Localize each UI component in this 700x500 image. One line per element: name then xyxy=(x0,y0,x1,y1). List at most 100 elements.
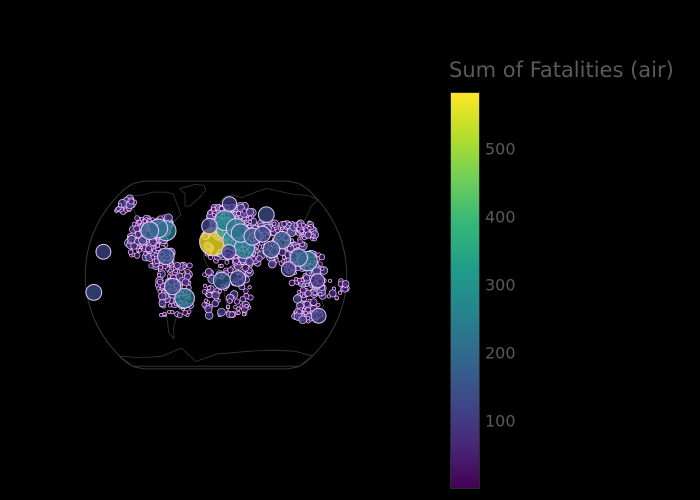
fatality-marker-small[interactable] xyxy=(233,298,241,305)
fatality-marker-small[interactable] xyxy=(312,290,318,296)
fatality-marker[interactable] xyxy=(157,247,175,266)
fatality-marker-small[interactable] xyxy=(288,279,296,287)
fatality-marker-small[interactable] xyxy=(294,277,299,282)
fatality-marker-small[interactable] xyxy=(211,212,217,218)
fatality-marker-small[interactable] xyxy=(306,319,311,324)
fatality-marker[interactable] xyxy=(310,273,326,289)
fatality-marker-small[interactable] xyxy=(185,268,191,275)
fatality-marker-small[interactable] xyxy=(173,268,178,274)
fatality-marker-small[interactable] xyxy=(128,198,135,205)
fatality-marker[interactable] xyxy=(85,284,103,301)
fatality-marker-small[interactable] xyxy=(158,292,167,301)
fatality-marker-small[interactable] xyxy=(168,303,173,308)
fatality-marker-small[interactable] xyxy=(303,300,311,308)
fatality-marker[interactable] xyxy=(201,217,218,235)
fatality-marker-small[interactable] xyxy=(158,265,163,270)
fatality-marker-small[interactable] xyxy=(274,258,279,263)
fatality-marker[interactable] xyxy=(280,261,297,278)
fatality-marker-small[interactable] xyxy=(281,259,286,264)
fatality-marker-small[interactable] xyxy=(118,203,123,208)
fatality-marker-small[interactable] xyxy=(241,208,247,214)
fatality-marker-small[interactable] xyxy=(137,248,143,253)
fatality-marker[interactable] xyxy=(164,278,182,296)
fatality-marker-small[interactable] xyxy=(173,261,181,269)
fatality-marker-small[interactable] xyxy=(304,289,312,297)
fatality-marker-small[interactable] xyxy=(316,302,321,307)
fatality-marker[interactable] xyxy=(262,240,281,259)
fatality-marker-small[interactable] xyxy=(201,302,207,308)
fatality-marker-small[interactable] xyxy=(297,238,303,245)
fatality-marker-small[interactable] xyxy=(281,221,288,227)
fatality-marker[interactable] xyxy=(257,206,275,224)
fatality-marker-small[interactable] xyxy=(236,306,241,311)
fatality-marker-small[interactable] xyxy=(143,251,148,256)
fatality-marker-small[interactable] xyxy=(182,310,188,316)
fatality-marker-small[interactable] xyxy=(304,231,312,239)
fatality-marker-small[interactable] xyxy=(157,272,162,278)
fatality-marker-small[interactable] xyxy=(156,286,161,291)
fatality-marker-small[interactable] xyxy=(256,255,263,262)
fatality-marker-small[interactable] xyxy=(133,225,141,233)
fatality-marker-small[interactable] xyxy=(228,311,235,318)
fatality-marker-small[interactable] xyxy=(247,219,253,224)
fatality-marker-small[interactable] xyxy=(207,210,213,215)
fatality-marker-small[interactable] xyxy=(309,298,318,306)
fatality-marker-small[interactable] xyxy=(295,243,300,248)
fatality-marker-small[interactable] xyxy=(281,255,286,260)
fatality-marker-small[interactable] xyxy=(341,280,350,288)
fatality-marker-small[interactable] xyxy=(327,278,333,283)
fatality-marker[interactable] xyxy=(95,243,112,260)
fatality-marker-small[interactable] xyxy=(131,221,137,227)
fatality-marker-small[interactable] xyxy=(236,211,242,216)
fatality-marker-small[interactable] xyxy=(298,315,308,325)
fatality-marker-small[interactable] xyxy=(168,268,173,273)
fatality-marker-small[interactable] xyxy=(176,312,183,319)
fatality-marker-small[interactable] xyxy=(318,292,323,297)
fatality-marker-small[interactable] xyxy=(227,298,233,304)
fatality-marker-small[interactable] xyxy=(166,274,172,279)
fatality-marker-small[interactable] xyxy=(145,245,152,253)
fatality-marker-small[interactable] xyxy=(328,289,337,298)
fatality-marker-small[interactable] xyxy=(204,267,213,276)
fatality-marker[interactable] xyxy=(174,287,195,309)
fatality-marker-small[interactable] xyxy=(247,215,253,221)
fatality-marker-small[interactable] xyxy=(299,228,304,234)
fatality-marker[interactable] xyxy=(310,307,327,324)
fatality-marker-small[interactable] xyxy=(244,304,249,309)
fatality-marker-small[interactable] xyxy=(243,288,249,294)
fatality-marker-small[interactable] xyxy=(158,299,167,307)
fatality-marker-small[interactable] xyxy=(287,222,292,227)
fatality-marker-small[interactable] xyxy=(239,295,247,303)
fatality-marker[interactable] xyxy=(229,270,247,287)
fatality-marker-small[interactable] xyxy=(272,221,277,226)
fatality-marker-small[interactable] xyxy=(217,307,226,317)
fatality-marker-small[interactable] xyxy=(116,206,121,212)
fatality-marker-small[interactable] xyxy=(236,310,241,315)
fatality-marker-small[interactable] xyxy=(211,291,220,300)
fatality-marker[interactable] xyxy=(212,271,231,290)
fatality-marker-small[interactable] xyxy=(305,282,310,287)
fatality-marker-small[interactable] xyxy=(206,285,211,290)
fatality-marker-small[interactable] xyxy=(318,253,326,261)
fatality-marker-small[interactable] xyxy=(226,304,231,309)
fatality-marker-small[interactable] xyxy=(246,208,254,217)
fatality-marker-small[interactable] xyxy=(206,292,213,299)
fatality-marker-small[interactable] xyxy=(156,278,164,286)
fatality-marker-small[interactable] xyxy=(293,294,302,304)
fatality-marker-small[interactable] xyxy=(247,285,252,290)
fatality-marker-small[interactable] xyxy=(337,290,343,295)
fatality-marker-small[interactable] xyxy=(268,259,277,269)
fatality-marker-small[interactable] xyxy=(203,298,208,303)
fatality-marker-small[interactable] xyxy=(137,219,142,224)
fatality-marker-small[interactable] xyxy=(133,252,141,259)
fatality-marker-small[interactable] xyxy=(326,294,331,299)
fatality-marker-small[interactable] xyxy=(217,289,222,294)
fatality-marker-small[interactable] xyxy=(170,310,175,315)
fatality-marker-small[interactable] xyxy=(299,286,307,294)
fatality-marker-small[interactable] xyxy=(296,308,302,315)
fatality-marker-small[interactable] xyxy=(130,242,138,250)
fatality-marker-small[interactable] xyxy=(127,249,134,255)
fatality-marker-small[interactable] xyxy=(303,274,311,282)
fatality-marker-small[interactable] xyxy=(224,259,230,265)
fatality-marker[interactable] xyxy=(221,244,237,260)
